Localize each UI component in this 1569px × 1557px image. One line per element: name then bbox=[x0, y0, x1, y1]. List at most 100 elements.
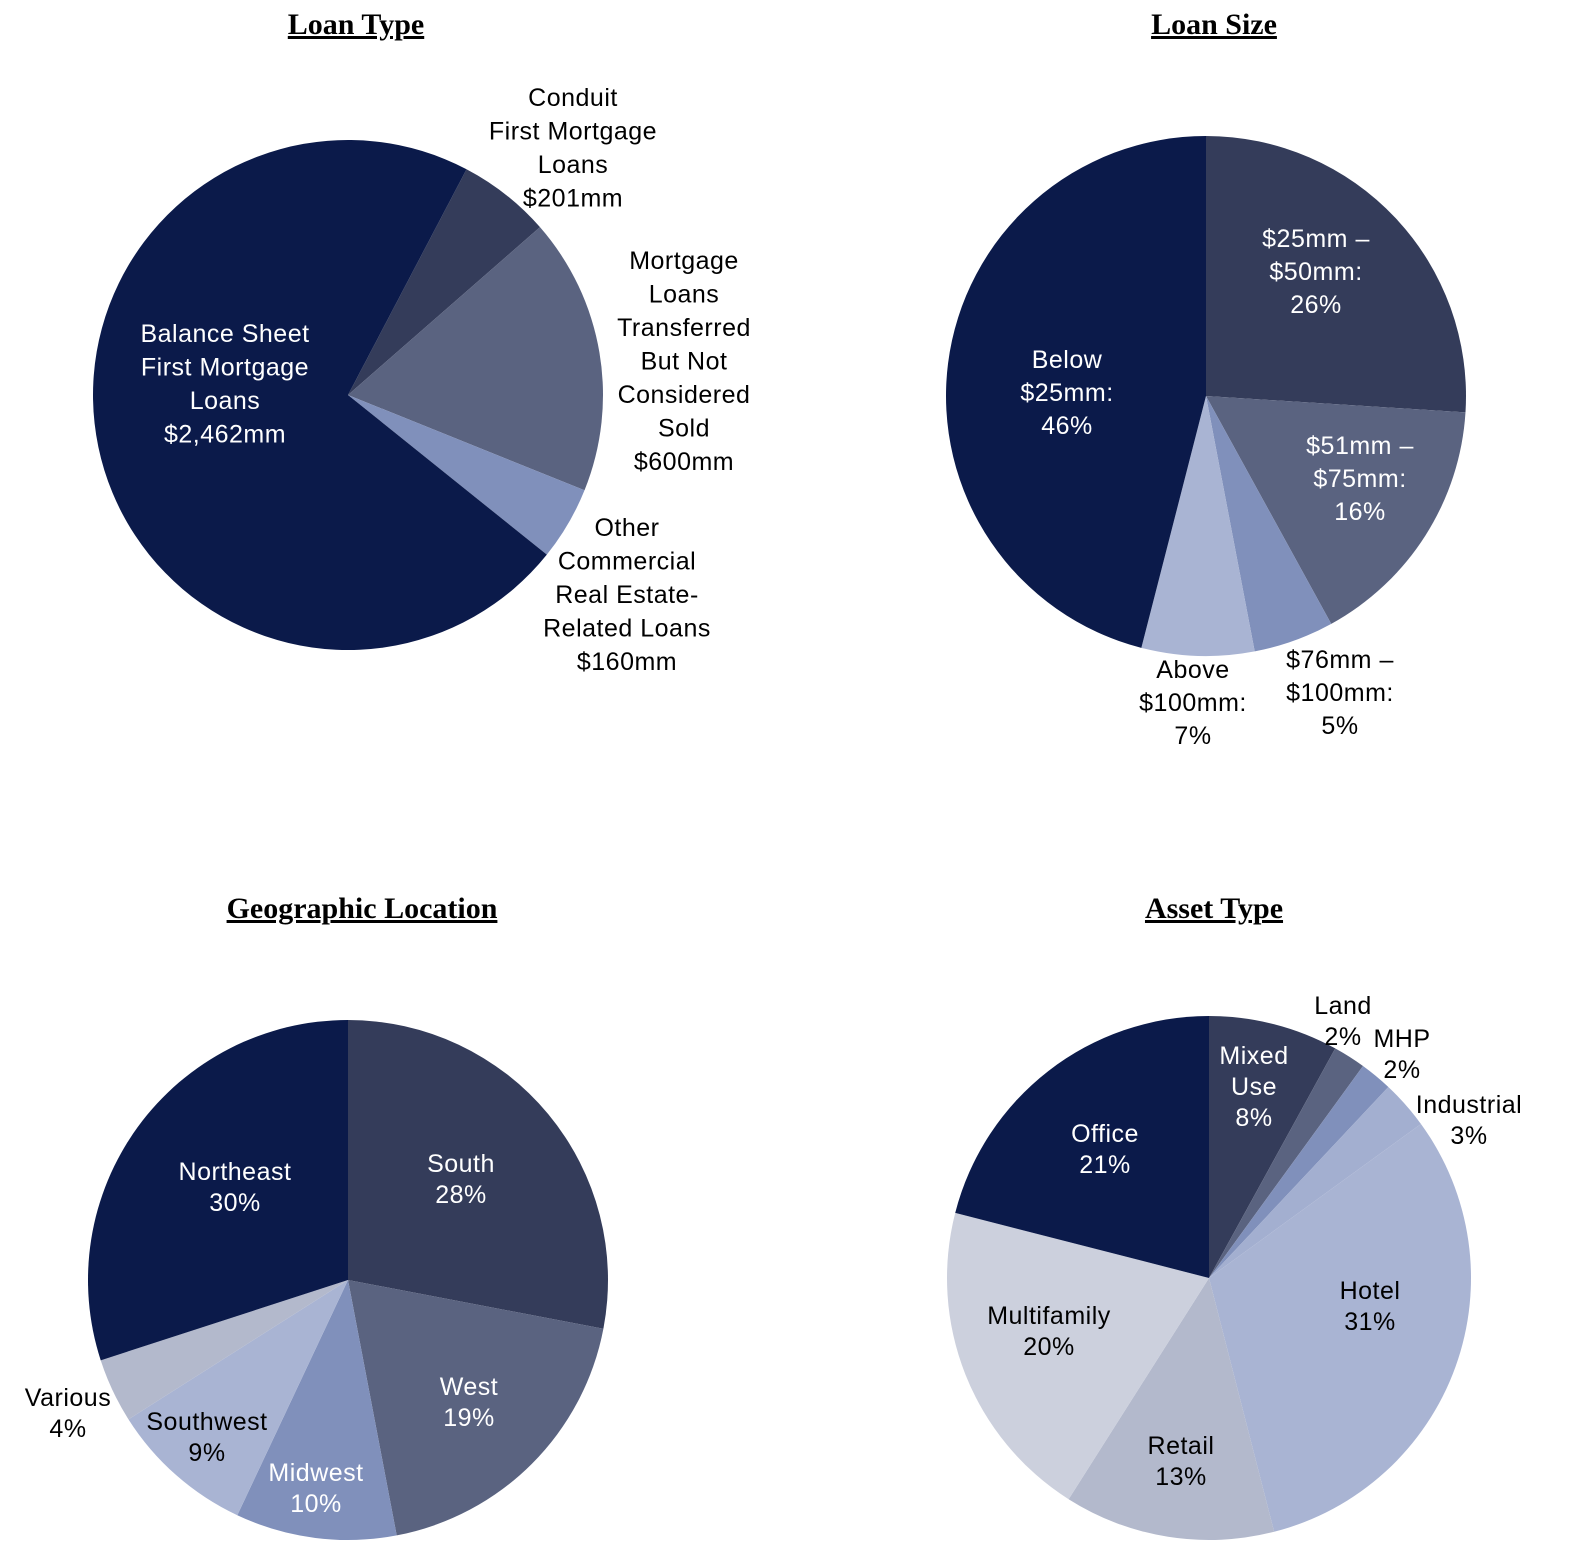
pie-slice-retail-13 bbox=[1068, 1278, 1275, 1540]
slice-label-line: $51mm – bbox=[1306, 432, 1414, 460]
slice-label-line: Industrial bbox=[1416, 1091, 1522, 1119]
slice-label-line: $25mm: bbox=[1020, 379, 1113, 407]
chart-title-geographic-location: Geographic Location bbox=[227, 892, 498, 925]
slice-label-line: Northeast bbox=[179, 1158, 292, 1186]
slice-label-line: South bbox=[427, 1150, 495, 1178]
pie-slice-west-19 bbox=[348, 1280, 604, 1536]
slice-label-line: 2% bbox=[1324, 1023, 1361, 1051]
slice-label-line: Related Loans bbox=[543, 615, 711, 643]
slice-label-line: Loans bbox=[190, 387, 261, 415]
slice-label-midwest-10: Midwest 10% bbox=[268, 1459, 363, 1518]
slice-label-mixed-use-8: Mixed Use 8% bbox=[1219, 1042, 1288, 1132]
slice-label-line: Office bbox=[1071, 1120, 1139, 1148]
slice-label-line: 20% bbox=[1023, 1333, 1075, 1361]
slice-label-other-commercial-real-estate-related-loans-160mm: Other Commercial Real Estate- Related Loans… bbox=[543, 514, 711, 676]
slice-label-line: Use bbox=[1231, 1073, 1277, 1101]
pie-slice-above-100mm-7 bbox=[1141, 396, 1255, 656]
slice-label-line: $100mm: bbox=[1286, 679, 1394, 707]
slice-label-line: Mixed bbox=[1219, 1042, 1288, 1070]
pie-slice-south-28 bbox=[348, 1020, 608, 1329]
slice-label-line: $50mm: bbox=[1269, 258, 1362, 286]
slice-label-line: Considered bbox=[618, 381, 751, 409]
slice-label-land-2: Land 2% bbox=[1314, 992, 1372, 1051]
pie-slice-51mm-75mm-16 bbox=[1206, 396, 1466, 624]
pie-slice-mixed-use-8 bbox=[1209, 1016, 1336, 1278]
slice-label-line: Various bbox=[25, 1384, 111, 1412]
slice-label-76mm-100mm-5: $76mm – $100mm: 5% bbox=[1286, 646, 1394, 740]
slice-label-industrial-3: Industrial 3% bbox=[1416, 1091, 1522, 1150]
slice-label-line: 9% bbox=[188, 1439, 225, 1467]
slice-label-mortgage-loans-transferred-but-not-considered-sold-600mm: Mortgage Loans Transferred But Not Considere… bbox=[617, 247, 751, 476]
slice-label-northeast-30: Northeast 30% bbox=[179, 1158, 292, 1217]
pie-slice-southwest-9 bbox=[128, 1280, 348, 1516]
slice-label-office-21: Office 21% bbox=[1071, 1120, 1139, 1179]
slice-label-line: 5% bbox=[1321, 712, 1358, 740]
slice-label-line: Retail bbox=[1148, 1432, 1215, 1460]
slice-label-southwest-9: Southwest 9% bbox=[146, 1408, 267, 1467]
slice-label-line: Sold bbox=[658, 415, 710, 443]
pie-slice-hotel-31 bbox=[1209, 1124, 1471, 1532]
slice-label-line: Mortgage bbox=[629, 247, 739, 275]
pie-slice-multifamily-20 bbox=[947, 1212, 1209, 1500]
chart-title-asset-type: Asset Type bbox=[1145, 892, 1283, 925]
slice-label-25mm-50mm-26: $25mm – $50mm: 26% bbox=[1262, 225, 1370, 319]
slice-label-line: MHP bbox=[1373, 1025, 1430, 1053]
slice-label-line: Loans bbox=[538, 151, 609, 179]
slice-label-below-25mm-46: Below $25mm: 46% bbox=[1020, 346, 1113, 440]
pie-slice-25mm-50mm-26 bbox=[1206, 136, 1466, 413]
slice-label-line: Other bbox=[594, 514, 659, 542]
slice-label-line: $160mm bbox=[577, 648, 677, 676]
slice-label-line: 19% bbox=[443, 1404, 495, 1432]
slice-label-line: West bbox=[440, 1373, 499, 1401]
slice-label-line: First Mortgage bbox=[489, 118, 657, 146]
chart-title-loan-type: Loan Type bbox=[288, 8, 424, 41]
pie-slice-office-21 bbox=[955, 1016, 1209, 1278]
slice-label-line: Balance Sheet bbox=[140, 320, 309, 348]
pie-slice-mhp-2 bbox=[1209, 1066, 1389, 1278]
slice-label-conduit-first-mortgage-loans-201mm: Conduit First Mortgage Loans $201mm bbox=[489, 84, 657, 213]
pie-slice-other-commercial-real-estate-related-loans-160mm bbox=[348, 395, 585, 555]
slice-label-line: Above bbox=[1156, 656, 1229, 684]
slice-label-line: Commercial bbox=[558, 548, 696, 576]
slice-label-line: 3% bbox=[1450, 1122, 1487, 1150]
slice-label-line: Hotel bbox=[1340, 1277, 1401, 1305]
slice-label-line: Multifamily bbox=[987, 1302, 1111, 1330]
slice-label-above-100mm-7: Above $100mm: 7% bbox=[1139, 656, 1247, 750]
slice-label-line: $2,462mm bbox=[164, 421, 286, 449]
slice-label-line: 2% bbox=[1383, 1056, 1420, 1084]
slice-label-west-19: West 19% bbox=[440, 1373, 499, 1432]
slice-label-hotel-31: Hotel 31% bbox=[1340, 1277, 1401, 1336]
slice-label-line: 28% bbox=[435, 1181, 487, 1209]
slice-label-line: But Not bbox=[641, 348, 728, 376]
slice-label-line: 26% bbox=[1290, 291, 1342, 319]
slice-label-line: Midwest bbox=[268, 1459, 363, 1487]
chart-title-loan-size: Loan Size bbox=[1151, 8, 1277, 41]
slice-label-line: $75mm: bbox=[1313, 465, 1406, 493]
slice-label-line: 7% bbox=[1174, 722, 1211, 750]
slice-label-line: 31% bbox=[1344, 1308, 1396, 1336]
slice-label-line: Southwest bbox=[146, 1408, 267, 1436]
pie-slice-balance-sheet-first-mortgage-loans-2-462mm bbox=[93, 139, 547, 650]
slice-label-line: 8% bbox=[1235, 1104, 1272, 1132]
slice-label-line: Land bbox=[1314, 992, 1372, 1020]
slice-label-various-4: Various 4% bbox=[25, 1384, 111, 1443]
slice-label-line: $25mm – bbox=[1262, 225, 1370, 253]
pie-slice-land-2 bbox=[1209, 1048, 1363, 1278]
slice-label-line: 10% bbox=[290, 1490, 342, 1518]
pie-slice-below-25mm-46 bbox=[946, 136, 1206, 648]
slice-label-line: $76mm – bbox=[1286, 646, 1394, 674]
slice-label-line: Transferred bbox=[617, 314, 751, 342]
slice-label-51mm-75mm-16: $51mm – $75mm: 16% bbox=[1306, 432, 1414, 526]
slice-label-line: 4% bbox=[49, 1415, 86, 1443]
slice-label-line: Real Estate- bbox=[555, 581, 699, 609]
pie-slice-76mm-100mm-5 bbox=[1206, 396, 1332, 652]
pie-slice-midwest-10 bbox=[237, 1280, 397, 1540]
slice-label-multifamily-20: Multifamily 20% bbox=[987, 1302, 1111, 1361]
slice-label-line: Below bbox=[1032, 346, 1103, 374]
slice-label-balance-sheet-first-mortgage-loans-2-462mm: Balance Sheet First Mortgage Loans $2,462mm bbox=[140, 320, 309, 449]
slice-label-line: 13% bbox=[1155, 1463, 1207, 1491]
slice-label-line: Loans bbox=[649, 281, 720, 309]
slice-label-line: $201mm bbox=[523, 185, 623, 213]
slice-label-retail-13: Retail 13% bbox=[1148, 1432, 1215, 1491]
